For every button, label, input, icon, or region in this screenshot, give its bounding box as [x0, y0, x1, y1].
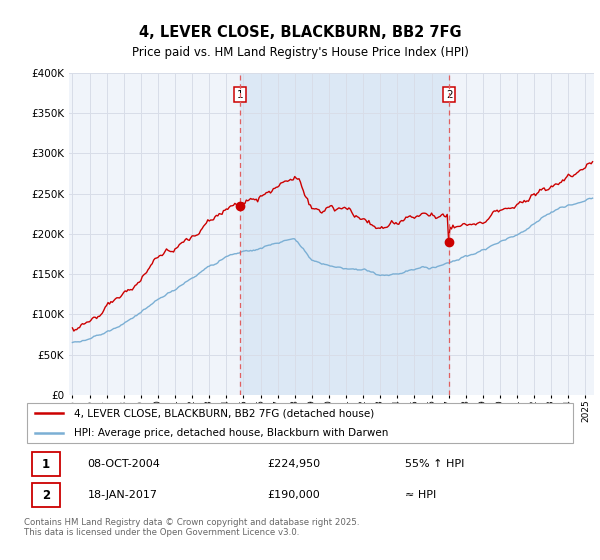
Text: £190,000: £190,000: [267, 490, 320, 500]
FancyBboxPatch shape: [32, 483, 61, 507]
Text: 18-JAN-2017: 18-JAN-2017: [88, 490, 157, 500]
Text: 08-OCT-2004: 08-OCT-2004: [88, 459, 160, 469]
FancyBboxPatch shape: [27, 403, 573, 444]
Text: Contains HM Land Registry data © Crown copyright and database right 2025.
This d: Contains HM Land Registry data © Crown c…: [24, 518, 359, 538]
Text: 2: 2: [42, 488, 50, 502]
Text: 1: 1: [236, 90, 243, 100]
Text: HPI: Average price, detached house, Blackburn with Darwen: HPI: Average price, detached house, Blac…: [74, 428, 388, 438]
Text: Price paid vs. HM Land Registry's House Price Index (HPI): Price paid vs. HM Land Registry's House …: [131, 46, 469, 59]
Text: 4, LEVER CLOSE, BLACKBURN, BB2 7FG: 4, LEVER CLOSE, BLACKBURN, BB2 7FG: [139, 25, 461, 40]
Text: ≈ HPI: ≈ HPI: [405, 490, 436, 500]
FancyBboxPatch shape: [32, 452, 61, 477]
Text: 2: 2: [446, 90, 452, 100]
Text: 4, LEVER CLOSE, BLACKBURN, BB2 7FG (detached house): 4, LEVER CLOSE, BLACKBURN, BB2 7FG (deta…: [74, 408, 374, 418]
Text: £224,950: £224,950: [267, 459, 320, 469]
Text: 1: 1: [42, 458, 50, 470]
Text: 55% ↑ HPI: 55% ↑ HPI: [405, 459, 464, 469]
Bar: [239, 73, 449, 395]
